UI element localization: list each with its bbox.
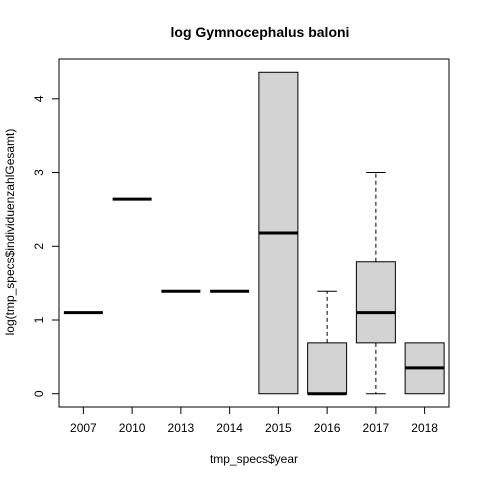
box-body	[355, 261, 396, 344]
x-tick-label: 2014	[216, 421, 243, 435]
x-tick-label: 2017	[363, 421, 390, 435]
x-axis-label: tmp_specs$year	[210, 452, 298, 466]
box-body	[307, 342, 348, 395]
y-axis-label: log(tmp_specs$individuenzahlGesamt)	[3, 129, 17, 336]
y-tick-label: 4	[32, 95, 46, 102]
y-tick-label: 2	[32, 243, 46, 250]
x-tick-label: 2018	[411, 421, 438, 435]
x-tick-label: 2007	[70, 421, 97, 435]
plot-frame	[58, 58, 450, 408]
y-tick-label: 1	[32, 316, 46, 323]
y-tick-label: 3	[32, 169, 46, 176]
chart-title: log Gymnocephalus baloni	[171, 24, 350, 40]
x-tick-label: 2015	[265, 421, 292, 435]
x-tick-label: 2016	[314, 421, 341, 435]
y-tick-label: 0	[32, 390, 46, 397]
x-tick-label: 2013	[168, 421, 195, 435]
x-tick-label: 2010	[119, 421, 146, 435]
plot-area: 0 1 2 3 4 2007 2010 2013 2014 2015 2016 2017 2018	[32, 58, 450, 435]
